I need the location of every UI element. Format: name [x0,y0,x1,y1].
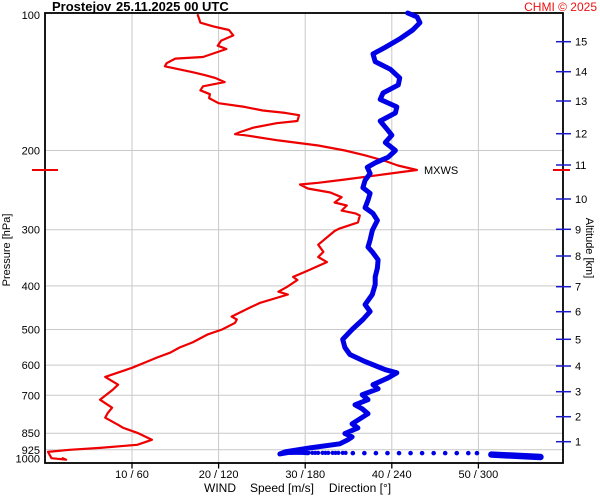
x-axis-tick-label: 30 / 180 [285,469,325,481]
surface-direction-dot [431,450,436,456]
altitude-tick-label: 1 [575,437,581,449]
altitude-tick-label: 12 [575,129,587,141]
surface-direction-dot [373,450,379,456]
surface-direction-dot [419,450,425,456]
legend-speed: Speed [m/s] [250,481,314,495]
altitude-tick-label: 10 [575,194,587,206]
surface-direction-dot [442,450,448,456]
mxws-label: MXWS [424,165,458,177]
grid-layer [45,13,563,463]
surface-direction-dot [313,450,318,456]
altitude-tick-label: 7 [575,282,581,294]
altitude-tick-label: 6 [575,307,581,319]
pressure-tick-label: 100 [22,10,40,22]
surface-direction-dot [350,450,356,456]
surface-direction-dot [396,450,402,456]
wind-speed-curve [46,13,418,461]
altitude-tick-label: 11 [575,160,586,172]
surface-direction-blob [488,451,544,461]
altitude-tick-label: 4 [575,361,581,373]
altitude-axis-label: Altitude [km] [583,218,595,279]
surface-direction-dot [385,450,390,456]
surface-direction-dot [320,450,325,456]
altitude-tick-label: 5 [575,334,581,346]
legend-direction: Direction [°] [329,481,391,495]
surface-direction-dot [330,450,335,456]
surface-direction-dot [316,450,321,456]
x-axis-tick-label: 10 / 60 [115,469,149,481]
sounding-datetime: 25.11.2025 00 UTC [116,0,229,14]
pressure-tick-label: 600 [22,360,40,372]
pressure-tick-label: 700 [22,390,40,402]
plot-border [44,12,564,464]
altitude-tick-label: 13 [575,96,587,108]
altitude-tick-label: 9 [575,224,581,236]
x-axis-tick-label: 40 / 240 [372,469,412,481]
x-axis-tick-label: 20 / 120 [199,469,239,481]
pressure-tick-label: 925 [22,445,40,457]
station-name: Prostejov [52,0,112,14]
x-axis-title-wind: WIND [204,481,236,495]
altitude-tick-label: 2 [575,412,581,424]
surface-direction-dot [362,450,367,456]
surface-direction-dot [408,450,413,456]
x-axis-tick-label: 50 / 300 [459,469,499,481]
data-layer: 10 / 60 20 / 120 30 / 180 40 / 240 50 / 300 1… [16,10,588,481]
pressure-tick-label: 850 [22,428,40,440]
pressure-axis-label: Pressure [hPa] [1,214,13,287]
pressure-tick-label: 1000 [16,454,40,466]
surface-direction-dot [474,450,480,456]
pressure-tick-label: 300 [22,225,40,237]
surface-direction-dot [323,450,328,456]
surface-direction-dot [340,450,345,456]
surface-direction-dot [333,450,338,456]
surface-direction-dot [310,450,315,456]
surface-direction-dot [465,450,471,456]
altitude-tick-label: 3 [575,387,581,399]
wind-direction-curve [277,10,423,457]
pressure-tick-label: 500 [22,325,40,337]
surface-direction-dot [336,450,341,456]
surface-direction-dot [343,450,348,456]
pressure-tick-label: 200 [22,145,40,157]
altitude-tick-label: 14 [575,67,587,79]
altitude-tick-label: 8 [575,251,581,263]
copyright-notice: CHMI © 2025 [524,0,597,14]
pressure-tick-label: 400 [22,281,40,293]
surface-direction-dot [326,450,331,456]
surface-direction-dot [454,450,460,456]
altitude-tick-label: 15 [575,37,587,49]
